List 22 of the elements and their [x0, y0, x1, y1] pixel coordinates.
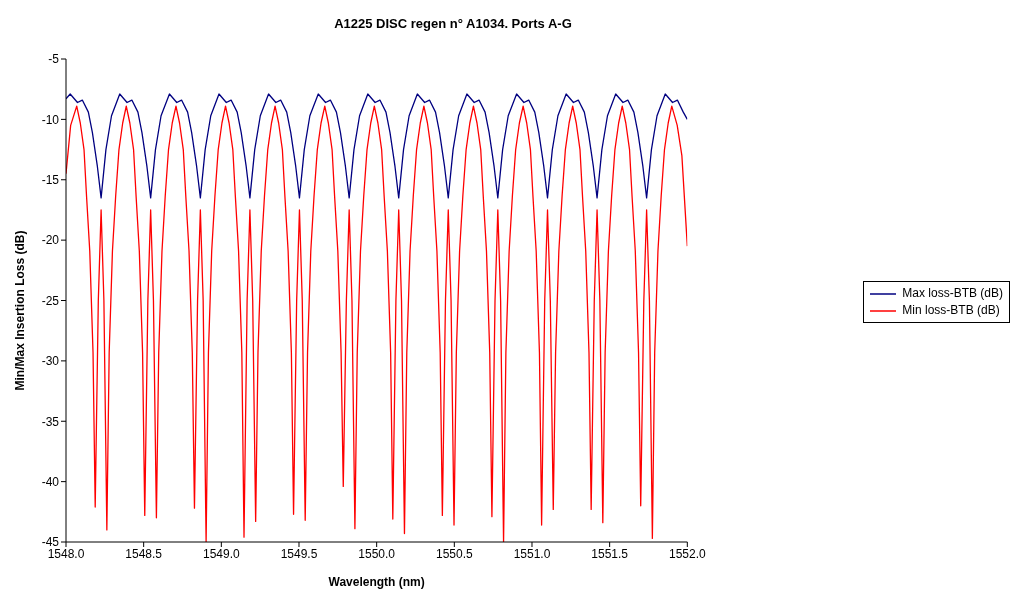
x-tick-label: 1551.5	[591, 546, 629, 561]
x-tick-label: 1548.5	[125, 546, 163, 561]
y-tick-label: -25	[41, 293, 60, 308]
y-tick-label: -30	[41, 354, 60, 369]
x-tick-label: 1550.0	[358, 546, 396, 561]
legend-label: Max loss-BTB (dB)	[902, 285, 1003, 302]
x-tick-label: 1550.5	[435, 546, 473, 561]
x-tick-label: 1552.0	[668, 546, 706, 561]
legend-label: Min loss-BTB (dB)	[902, 302, 1000, 319]
y-tick-label: -20	[41, 233, 60, 248]
x-tick-label: 1549.5	[280, 546, 318, 561]
chart-title: A1225 DISC regen n° A1034. Ports A-G	[333, 16, 573, 31]
y-tick-label: -40	[41, 474, 60, 489]
y-axis-title: Min/Max Insertion Loss (dB)	[13, 230, 28, 391]
y-tick-label: -5	[48, 52, 60, 67]
y-tick-label: -15	[41, 173, 60, 188]
x-tick-label: 1549.0	[202, 546, 241, 561]
x-axis-title: Wavelength (nm)	[328, 575, 425, 589]
y-tick-label: -10	[41, 112, 60, 127]
y-tick-label: -35	[41, 414, 60, 429]
line-series	[66, 93, 688, 199]
x-tick-label: 1551.0	[513, 546, 551, 561]
